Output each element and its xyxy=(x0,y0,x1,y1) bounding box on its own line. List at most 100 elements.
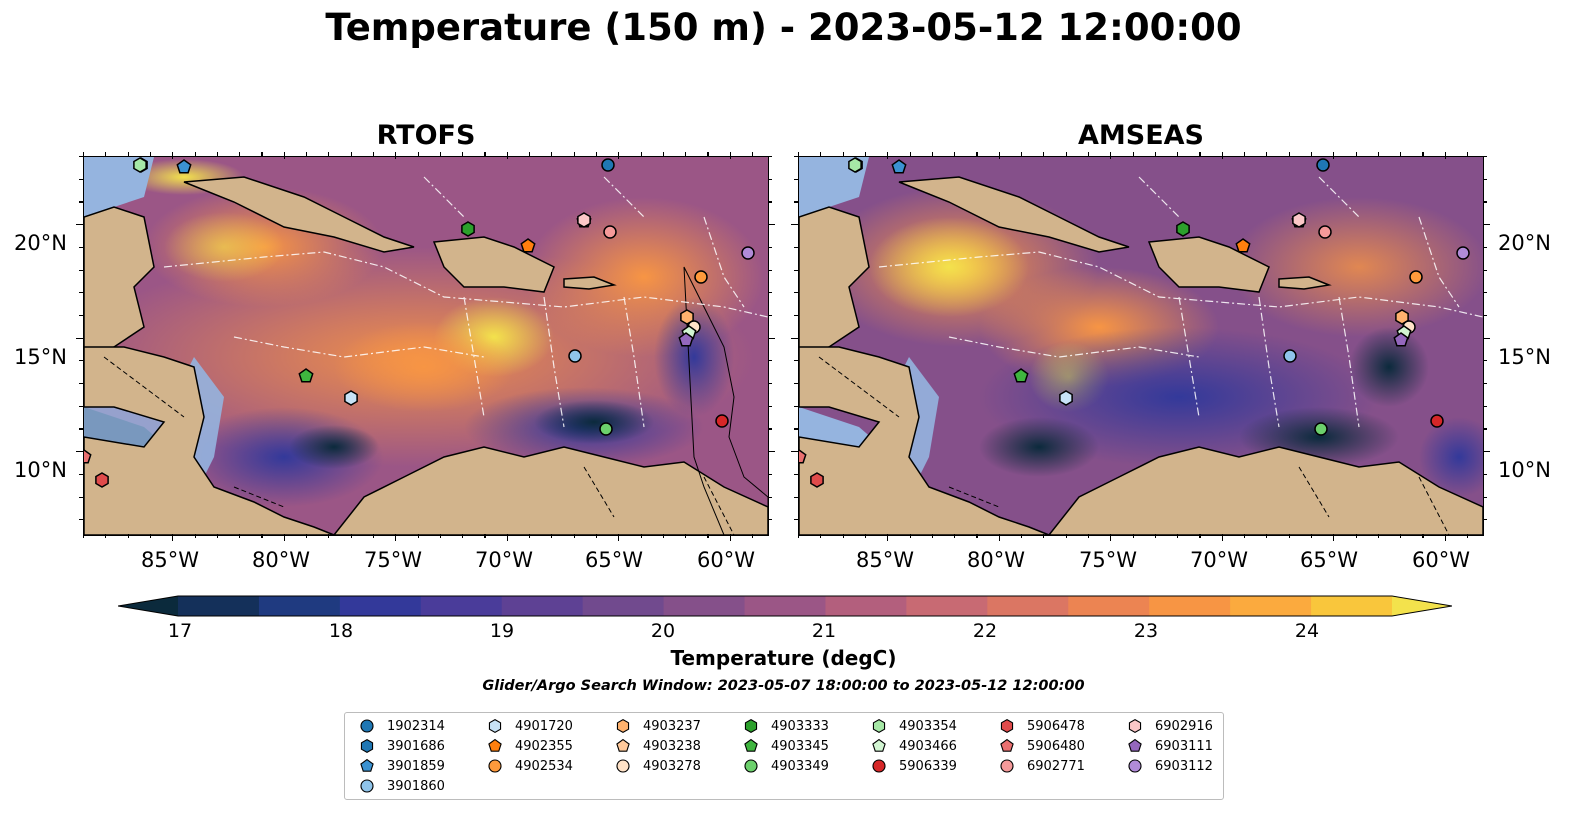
legend-label: 4901720 xyxy=(515,718,573,734)
axis-tick xyxy=(194,152,196,156)
axis-tick xyxy=(794,360,798,362)
axis-tick xyxy=(768,360,772,362)
pentagon-marker-icon xyxy=(1000,738,1014,752)
float-marker-4903345[interactable] xyxy=(1013,368,1029,383)
float-marker-4903333[interactable] xyxy=(1176,221,1190,237)
float-marker-4903237[interactable] xyxy=(680,309,694,325)
float-marker-5906339[interactable] xyxy=(1430,414,1444,428)
axis-tick xyxy=(1221,534,1223,541)
float-marker-5906478[interactable] xyxy=(95,472,109,488)
axis-tick xyxy=(768,428,772,430)
circle-marker-icon xyxy=(360,779,374,793)
axis-tick xyxy=(105,534,107,538)
axis-tick xyxy=(506,152,508,159)
float-marker-3901860[interactable] xyxy=(1283,349,1297,363)
float-marker-4903354[interactable] xyxy=(848,157,862,173)
float-marker-5906480[interactable] xyxy=(84,449,92,464)
axis-tick xyxy=(1021,534,1023,538)
colorbar-extend-min xyxy=(118,596,178,616)
float-marker-6902771[interactable] xyxy=(1318,225,1332,239)
float-marker-1902314[interactable] xyxy=(601,158,615,172)
axis-tick xyxy=(261,152,263,156)
float-marker-4902534[interactable] xyxy=(694,270,708,284)
float-legend: 1902314 3901686 3901859 3901860 4901720 49023… xyxy=(344,712,1224,800)
float-marker-1902314[interactable] xyxy=(1316,158,1330,172)
axis-tick xyxy=(306,534,308,538)
axis-tick xyxy=(1244,152,1246,156)
float-marker-5906339[interactable] xyxy=(715,414,729,428)
axis-tick xyxy=(1333,152,1335,159)
float-marker-6903111[interactable] xyxy=(1393,332,1409,347)
float-marker-4903354[interactable] xyxy=(133,157,147,173)
colorbar-tick-label: 17 xyxy=(167,620,193,642)
axis-tick xyxy=(768,473,772,475)
axis-tick xyxy=(551,152,553,156)
legend-label: 4903466 xyxy=(899,738,957,754)
hexagon-marker-icon xyxy=(1000,718,1014,734)
axis-tick xyxy=(768,224,775,226)
float-marker-4902355[interactable] xyxy=(1235,238,1251,253)
axis-tick xyxy=(1310,534,1313,538)
hexagon-marker-icon xyxy=(488,718,502,734)
panel-title-amseas: AMSEAS xyxy=(1078,120,1204,151)
colorbar-tick-label: 21 xyxy=(811,620,837,642)
x-tick-label-left: 70°W xyxy=(475,548,533,572)
axis-tick xyxy=(1221,152,1223,159)
float-marker-3901859[interactable] xyxy=(891,159,907,174)
float-marker-5906480[interactable] xyxy=(799,449,807,464)
axis-tick xyxy=(1483,519,1487,521)
y-tick-label-right: 20°N xyxy=(1498,231,1551,255)
axis-tick xyxy=(864,152,867,156)
axis-tick xyxy=(794,383,798,385)
legend-label: 4903278 xyxy=(643,758,701,774)
float-marker-4902534[interactable] xyxy=(1409,270,1423,284)
axis-tick xyxy=(1483,156,1487,158)
axis-tick xyxy=(768,405,772,407)
float-marker-6903112[interactable] xyxy=(741,246,755,260)
float-marker-4901720[interactable] xyxy=(344,390,358,406)
circle-marker-icon xyxy=(744,759,758,773)
float-marker-4903237[interactable] xyxy=(1395,309,1409,325)
x-tick-label-left: 65°W xyxy=(585,548,643,572)
axis-tick xyxy=(618,152,620,159)
colorbar-tick-label: 23 xyxy=(1133,620,1159,642)
legend-item: 6903111 xyxy=(1127,736,1213,756)
legend-item: 4903345 xyxy=(743,736,829,756)
axis-tick xyxy=(794,246,798,248)
float-marker-6902916[interactable] xyxy=(577,212,591,228)
float-marker-4903345[interactable] xyxy=(298,368,314,383)
float-marker-6902771[interactable] xyxy=(603,225,617,239)
axis-tick xyxy=(127,534,129,538)
float-marker-4901720[interactable] xyxy=(1059,390,1073,406)
axis-tick xyxy=(794,496,798,498)
legend-item: 4903333 xyxy=(743,716,829,736)
axis-tick xyxy=(887,152,889,159)
float-marker-4903349[interactable] xyxy=(1314,422,1328,436)
axis-tick xyxy=(794,269,798,271)
axis-tick xyxy=(794,292,798,294)
axis-tick xyxy=(820,534,822,538)
legend-label: 4902355 xyxy=(515,738,573,754)
axis-tick xyxy=(172,534,174,541)
float-marker-3901860[interactable] xyxy=(568,349,582,363)
colorbar-segment xyxy=(339,596,422,616)
axis-tick xyxy=(1483,473,1487,475)
figure-title: Temperature (150 m) - 2023-05-12 12:00:0… xyxy=(325,6,1242,49)
rtofs-map[interactable] xyxy=(83,156,769,536)
axis-tick xyxy=(1043,534,1045,538)
float-marker-4902355[interactable] xyxy=(520,238,536,253)
amseas-map[interactable] xyxy=(798,156,1484,536)
float-marker-6902916[interactable] xyxy=(1292,212,1306,228)
hexagon-marker-icon xyxy=(872,718,886,734)
float-marker-3901859[interactable] xyxy=(176,159,192,174)
axis-tick xyxy=(79,405,83,407)
float-marker-4903333[interactable] xyxy=(461,221,475,237)
axis-tick xyxy=(79,383,83,385)
axis-tick xyxy=(1377,152,1379,156)
axis-tick xyxy=(283,152,285,159)
float-marker-5906478[interactable] xyxy=(810,472,824,488)
float-marker-6903111[interactable] xyxy=(678,332,694,347)
float-marker-6903112[interactable] xyxy=(1456,246,1470,260)
float-marker-4903349[interactable] xyxy=(599,422,613,436)
axis-tick xyxy=(768,269,772,271)
